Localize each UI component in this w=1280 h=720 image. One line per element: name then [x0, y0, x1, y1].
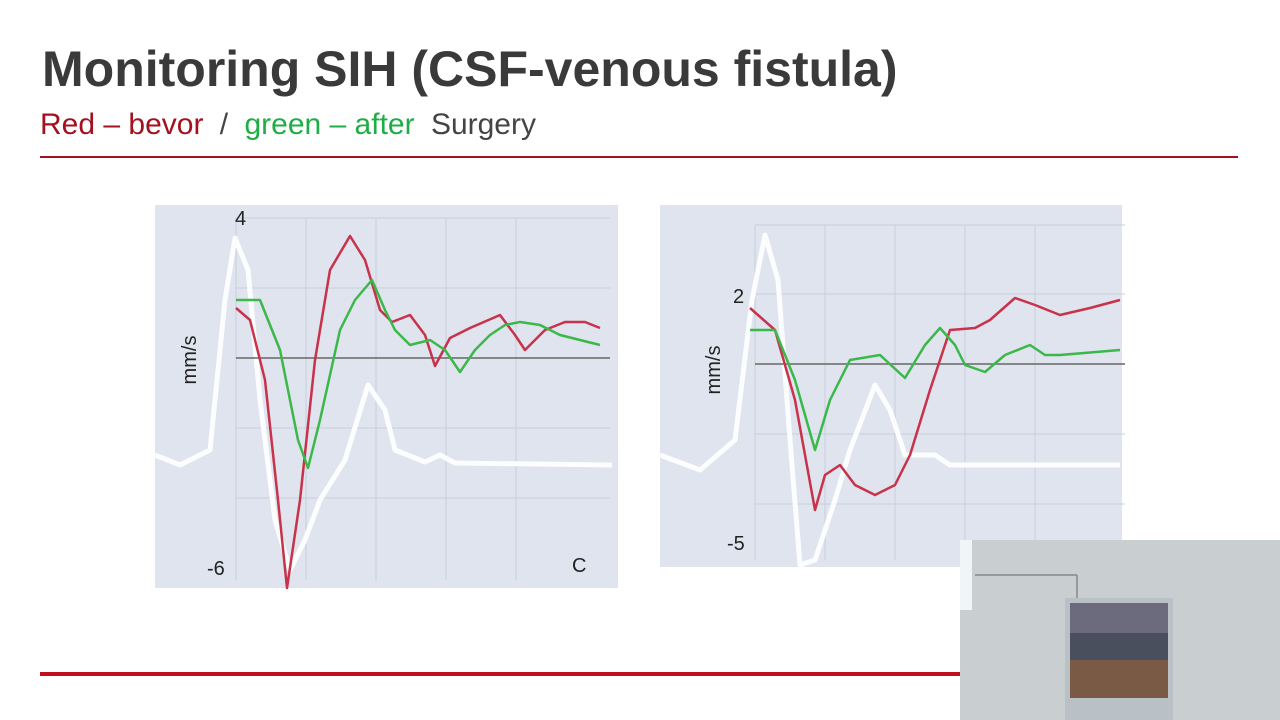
axis-unit-label: mm/s	[179, 336, 201, 385]
axis-top-label: 4	[235, 208, 246, 230]
curve-before	[749, 296, 1121, 512]
waveform-underlay	[659, 232, 1120, 568]
axis-unit-label: mm/s	[703, 346, 725, 395]
waveform-underlay	[154, 235, 613, 573]
panel-letter: C	[572, 555, 586, 577]
axis-bottom-label: -5	[727, 533, 745, 555]
figure-background	[155, 205, 618, 588]
webcam-poster-sky	[1070, 603, 1168, 633]
subtitle-red: Red – bevor	[40, 108, 203, 141]
subtitle-rest: Surgery	[431, 108, 536, 141]
figure-background	[660, 205, 1122, 567]
curve-before	[235, 234, 601, 590]
subtitle-separator: /	[220, 108, 229, 141]
webcam-poster-water	[1070, 660, 1168, 698]
axis-bottom-label: -6	[207, 558, 225, 580]
axis-top-label: 2	[733, 286, 744, 308]
webcam-window	[960, 540, 972, 610]
figure-left: 4 -6 mm/s C	[154, 205, 618, 590]
curve-after	[750, 326, 1121, 452]
slide-title: Monitoring SIH (CSF-venous fistula)	[42, 41, 898, 97]
slide-subtitle: Red – bevor / green – after Surgery	[40, 108, 536, 141]
figure-right: 2 -5 mm/s	[659, 205, 1125, 568]
subtitle-green: green – after	[244, 108, 414, 141]
webcam-inset	[960, 540, 1280, 720]
curve-after	[236, 278, 601, 470]
